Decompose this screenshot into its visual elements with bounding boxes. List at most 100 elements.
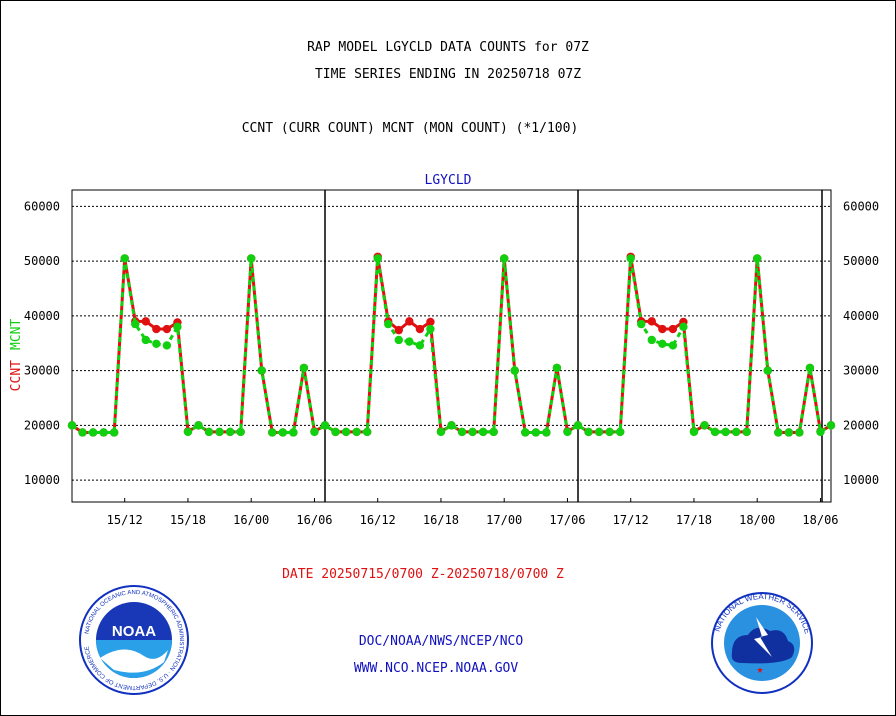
x-tick-label: 15/18 [170,513,206,527]
date-range-label: DATE 20250715/0700 Z-20250718/0700 Z [282,567,564,582]
point-mcnt [236,427,245,437]
point-ccnt [668,324,678,334]
x-tick-label: 16/00 [233,513,269,527]
y-tick-label-right: 30000 [843,364,879,378]
y-tick-label-right: 20000 [843,418,879,432]
y-tick-label-right: 40000 [843,309,879,323]
point-mcnt [510,366,519,375]
point-mcnt [615,427,625,437]
y-tick-label-left: 30000 [24,364,60,378]
point-mcnt [289,428,298,437]
y-tick-label-left: 60000 [24,199,60,213]
grid-layer [72,190,831,502]
point-mcnt [436,427,446,437]
point-ccnt [152,324,161,334]
org-label: DOC/NOAA/NWS/NCEP/NCO [359,634,524,649]
point-mcnt [194,421,203,430]
point-mcnt [131,319,140,329]
point-mcnt [278,428,288,437]
point-ccnt [141,317,150,326]
point-mcnt [605,427,614,437]
point-ccnt [415,324,425,334]
point-mcnt [626,254,635,263]
point-mcnt [299,363,309,373]
x-tick-label: 16/06 [296,513,332,527]
point-mcnt [478,427,488,437]
point-mcnt [310,427,319,437]
point-mcnt [183,427,193,437]
point-mcnt [257,366,266,375]
noaa-seal-logo: NOAA NATIONAL OCEANIC AND ATMOSPHERIC AD… [79,585,189,695]
axis-layer: 10000 10000 20000 20000 30000 30000 40000 40000… [24,189,879,527]
point-mcnt [320,421,330,430]
point-mcnt [373,254,382,263]
point-mcnt [120,254,129,263]
noaa-logo-text: NOAA [112,623,156,640]
point-mcnt [637,319,646,329]
point-mcnt [826,421,836,430]
point-mcnt [67,421,77,430]
chart-title-line2: TIME SERIES ENDING IN 20250718 07Z [315,67,581,82]
point-mcnt [362,427,372,437]
point-mcnt [700,421,709,430]
x-tick-label: 17/12 [613,513,649,527]
point-mcnt [331,427,340,437]
point-mcnt [679,322,688,332]
point-mcnt [742,427,751,437]
point-mcnt [173,322,182,332]
y-label-ccnt: CCNT [9,360,24,391]
point-mcnt [531,428,541,437]
y-label-mcnt: MCNT [9,319,24,350]
series-line-mcnt [71,258,832,435]
y-axis-label: CCNT MCNT [9,319,24,392]
point-mcnt [225,427,235,437]
point-mcnt [99,428,108,437]
point-mcnt [594,427,604,437]
point-mcnt [341,427,351,437]
point-mcnt [795,428,804,437]
x-tick-label: 16/12 [360,513,396,527]
point-mcnt [247,254,256,263]
chart-subtitle: CCNT (CURR COUNT) MCNT (MON COUNT) (*1/1… [242,121,579,136]
y-tick-label-left: 50000 [24,254,60,268]
plot-border [71,189,832,503]
point-mcnt [573,421,583,430]
point-ccnt [394,325,403,335]
point-mcnt [710,427,720,437]
point-mcnt [162,341,172,350]
point-mcnt [489,427,498,437]
point-mcnt [405,337,414,346]
point-mcnt [647,335,656,345]
point-ccnt [658,324,667,334]
point-mcnt [721,427,730,437]
y-tick-label-right: 60000 [843,199,879,213]
point-ccnt [405,317,414,326]
y-tick-label-left: 20000 [24,418,60,432]
y-tick-label-left: 40000 [24,309,60,323]
point-mcnt [215,427,224,437]
x-tick-label: 18/00 [739,513,775,527]
point-ccnt [162,324,172,334]
nws-seal-logo: NATIONAL WEATHER SERVICE [711,592,813,694]
point-mcnt [78,428,87,437]
point-mcnt [521,428,530,437]
x-tick-label: 17/00 [486,513,522,527]
point-mcnt [415,341,425,350]
y-tick-label-left: 10000 [24,473,60,487]
point-mcnt [658,339,667,349]
point-mcnt [88,428,98,437]
x-tick-label: 17/06 [549,513,585,527]
y-tick-label-right: 10000 [843,473,879,487]
point-mcnt [689,427,699,437]
point-mcnt [542,428,551,437]
point-mcnt [352,427,361,437]
point-mcnt [668,341,678,350]
point-mcnt [552,363,562,373]
series-layer [67,252,836,437]
point-mcnt [268,428,277,437]
point-mcnt [563,427,572,437]
point-mcnt [468,427,477,437]
website-link[interactable]: WWW.NCO.NCEP.NOAA.GOV [354,661,519,676]
point-mcnt [816,427,825,437]
